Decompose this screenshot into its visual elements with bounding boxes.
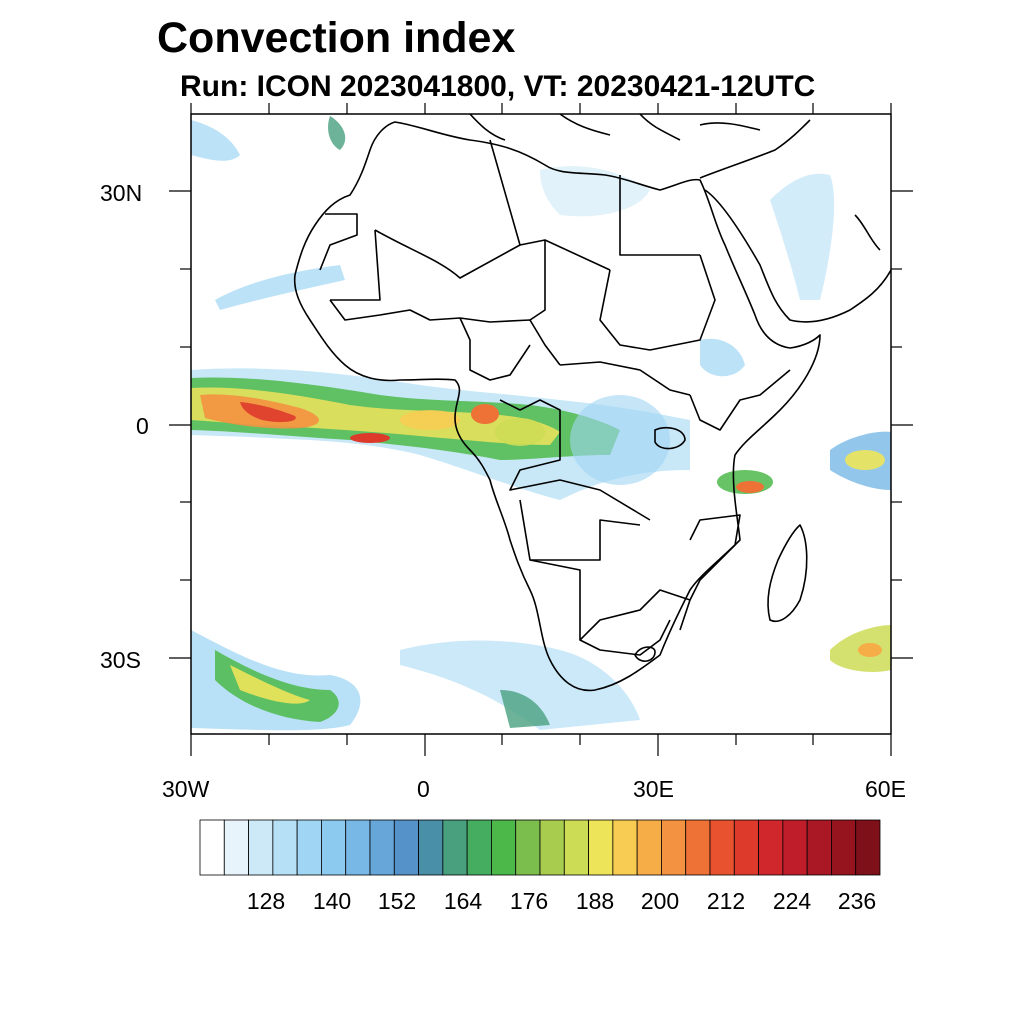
colorbar-box (199, 819, 225, 876)
border-southern-africa (529, 559, 691, 641)
colorbar-label-128: 128 (246, 888, 286, 914)
x-tick-label-30e: 30E (633, 776, 674, 802)
field-east-africa (570, 395, 670, 485)
madagascar (767, 524, 808, 622)
field-north-atlantic (191, 120, 240, 161)
colorbar-box (636, 819, 662, 876)
arabian-peninsula (704, 189, 891, 323)
colorbar-box (515, 819, 541, 876)
colorbar-box (855, 819, 881, 876)
colorbar-box (442, 819, 468, 876)
field-arabia (770, 173, 835, 300)
field-south-atlantic-yellow (230, 665, 310, 704)
x-tick-label-60e: 60E (865, 776, 906, 802)
colorbar-label-152: 152 (377, 888, 417, 914)
mediterranean-north (469, 114, 761, 141)
lesotho (634, 646, 656, 662)
border-nigeria (459, 317, 531, 381)
field-kenya-core (736, 481, 764, 493)
border-algeria-libya (489, 139, 611, 271)
colorbar-label-200: 200 (640, 888, 680, 914)
border-chad-niger (529, 240, 546, 321)
colorbar-box (831, 819, 857, 876)
field-mediterranean (328, 116, 346, 150)
colorbar-box (563, 819, 589, 876)
y-tick-label-30n: 30N (100, 180, 143, 206)
field-south-atlantic-green (215, 650, 339, 722)
border-sudan (599, 254, 716, 351)
border-mozambique (689, 514, 741, 601)
field-core-nigeria (400, 410, 460, 430)
colorbar-label-212: 212 (706, 888, 746, 914)
border-mali-algeria (374, 229, 521, 279)
x-tick-label-30w: 30W (162, 776, 210, 802)
colorbar-label-176: 176 (509, 888, 549, 914)
colorbar-box (466, 819, 492, 876)
field-south-band-green (500, 690, 550, 728)
field-canary-band (215, 265, 345, 310)
field-indian-ocean-se-core (858, 643, 882, 657)
chart-title: Convection index (157, 14, 516, 62)
x-tick-label-0: 0 (417, 776, 430, 802)
border-central-africa (559, 361, 691, 396)
colorbar-box (661, 819, 687, 876)
colorbar-label-188: 188 (575, 888, 615, 914)
y-tick-label-0: 0 (136, 413, 149, 439)
map-frame (190, 113, 892, 735)
colorbar-box (758, 819, 784, 876)
field-core-congo (495, 418, 545, 446)
field-indian-ocean-ne-core (845, 450, 885, 470)
border-west-africa (329, 299, 561, 366)
y-tick-label-30s: 30S (100, 647, 141, 673)
colorbar-box (418, 819, 444, 876)
colorbar-box (685, 819, 711, 876)
lake-victoria (654, 426, 686, 450)
colorbar-box (588, 819, 614, 876)
field-core-cameroon (471, 404, 499, 424)
field-south-band (400, 640, 640, 730)
colorbar-box (806, 819, 832, 876)
border-west-sahara (319, 213, 358, 271)
convection-field (191, 116, 891, 731)
colorbar-box (369, 819, 395, 876)
colorbar-box (733, 819, 759, 876)
border-angola (519, 499, 641, 561)
colorbar-box (539, 819, 565, 876)
colorbar-label-236: 236 (837, 888, 877, 914)
border-mauritania (330, 229, 381, 301)
colorbar-box (272, 819, 298, 876)
colorbar-label-224: 224 (772, 888, 812, 914)
axis-ticks (169, 103, 913, 756)
field-ethiopia (700, 338, 745, 377)
colorbar-box (321, 819, 347, 876)
colorbar-box (709, 819, 735, 876)
colorbar-box (345, 819, 371, 876)
red-sea-east (699, 119, 811, 179)
field-itcz-yellow (191, 387, 560, 445)
colorbar-box (393, 819, 419, 876)
chart-subtitle: Run: ICON 2023041800, VT: 20230421-12UTC (180, 70, 816, 103)
colorbar-box (248, 819, 274, 876)
border-libya-egypt (619, 175, 700, 256)
colorbar-label-140: 140 (312, 888, 352, 914)
colorbar-box (782, 819, 808, 876)
colorbar-box (612, 819, 638, 876)
coastlines-borders (293, 114, 891, 692)
border-congo (499, 399, 651, 521)
colorbar-box (491, 819, 517, 876)
border-east-africa (689, 369, 791, 431)
field-core-atlantic-east (350, 433, 390, 443)
border-botswana-sa (579, 619, 671, 656)
field-itcz-red (240, 402, 296, 423)
colorbar-box (223, 819, 249, 876)
colorbar-label-164: 164 (443, 888, 483, 914)
africa-coastline (293, 121, 821, 692)
colorbar (199, 819, 881, 876)
colorbar-box (296, 819, 322, 876)
